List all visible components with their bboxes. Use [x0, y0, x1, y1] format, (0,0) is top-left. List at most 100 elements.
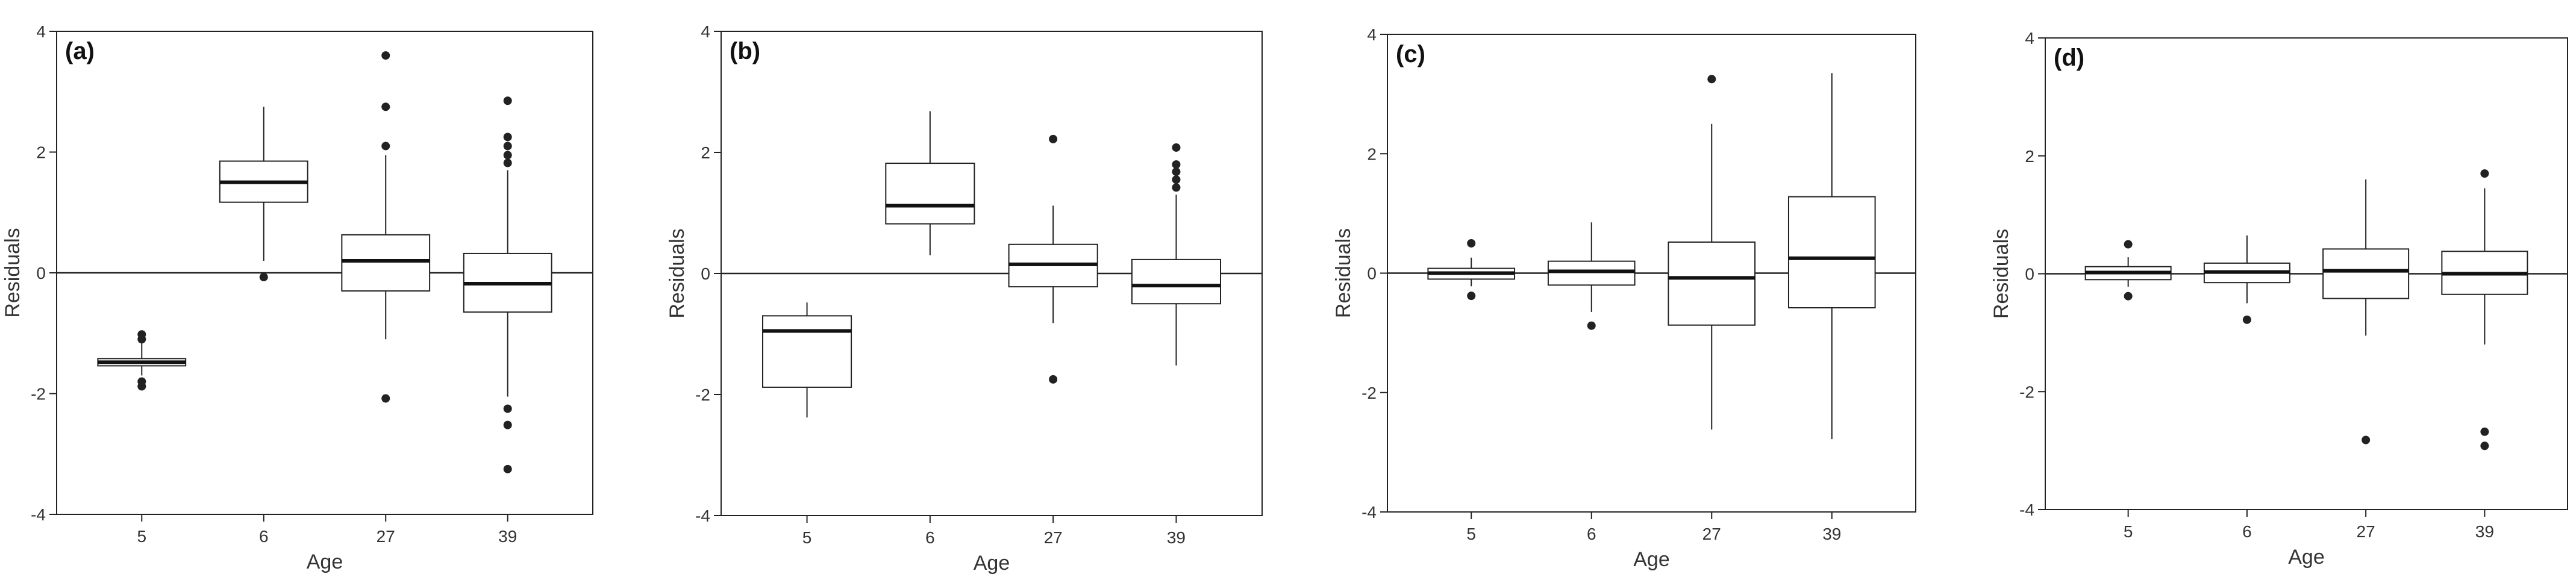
y-axis-title: Residuals [666, 228, 689, 318]
y-tick-label: -2 [2019, 382, 2034, 401]
outlier-point [1172, 183, 1181, 192]
outlier-point [503, 464, 512, 473]
x-tick-label: 39 [2475, 522, 2494, 541]
outlier-point [1172, 167, 1181, 176]
outlier-point [259, 273, 268, 282]
outlier-point [381, 102, 390, 111]
y-axis-title: Residuals [1990, 229, 2013, 319]
box-6 [1547, 222, 1636, 330]
y-tick-label: -2 [1361, 384, 1377, 402]
x-tick-label: 6 [259, 527, 269, 546]
box-39 [1131, 143, 1221, 366]
box-6 [885, 111, 975, 255]
y-tick-label: 0 [1367, 264, 1377, 283]
outlier-point [503, 133, 512, 142]
y-tick-label: 2 [36, 143, 46, 162]
box-27 [341, 51, 431, 403]
panel-4: -4 -2 0 2 4 5 6 27 39 Age Residuals (d) [1990, 29, 2568, 569]
iqr-box [2322, 248, 2410, 299]
y-tick-label: 4 [36, 22, 46, 41]
outlier-point [2480, 169, 2489, 178]
y-tick-label: -4 [1361, 503, 1377, 522]
panel-label: (b) [730, 38, 760, 64]
iqr-box [762, 315, 852, 388]
outlier-point [2124, 292, 2133, 301]
outlier-point [503, 158, 512, 167]
y-tick-label: -2 [31, 385, 46, 404]
outlier-point [381, 142, 390, 151]
outlier-point [503, 96, 512, 105]
outlier-point [1172, 160, 1181, 169]
box-5 [97, 330, 187, 391]
x-tick-label: 6 [1587, 525, 1596, 543]
outlier-point [2480, 427, 2489, 436]
outlier-point [2362, 435, 2371, 444]
box-39 [1787, 73, 1876, 440]
panel-label: (a) [65, 38, 95, 64]
panel-label: (d) [2054, 45, 2084, 71]
x-tick-label: 27 [1044, 528, 1063, 547]
y-axis-title: Residuals [1, 228, 24, 317]
box-6 [2203, 235, 2290, 324]
y-tick-label: 0 [701, 264, 710, 283]
outlier-point [137, 382, 146, 391]
outlier-point [381, 394, 390, 403]
outlier-point [503, 151, 512, 160]
x-tick-label: 27 [377, 527, 395, 546]
y-tick-label: 2 [1367, 145, 1377, 163]
outlier-point [1049, 375, 1058, 384]
y-tick-label: 4 [2025, 29, 2034, 48]
outlier-point [2124, 240, 2133, 249]
box-27 [2322, 179, 2410, 444]
box-27 [1668, 75, 1756, 430]
x-tick-label: 5 [1466, 525, 1476, 543]
y-tick-label: 2 [2025, 147, 2034, 166]
iqr-box [1131, 258, 1221, 305]
x-tick-label: 6 [2242, 522, 2252, 541]
box-5 [2084, 240, 2172, 301]
outlier-point [1467, 239, 1476, 248]
outlier-point [503, 404, 512, 413]
box-39 [2441, 169, 2528, 451]
outlier-point [503, 420, 512, 429]
iqr-box [1787, 196, 1876, 308]
outlier-point [2242, 315, 2251, 324]
box-27 [1008, 134, 1098, 384]
outlier-point [137, 335, 146, 344]
x-tick-label: 5 [2124, 522, 2133, 541]
x-axis-title: Age [2288, 546, 2325, 569]
box-5 [762, 302, 852, 418]
x-axis-title: Age [974, 552, 1010, 575]
outlier-point [1172, 175, 1181, 184]
iqr-box [1668, 241, 1756, 326]
x-tick-label: 39 [1167, 528, 1186, 547]
x-tick-label: 5 [802, 528, 812, 547]
y-tick-label: 4 [701, 22, 710, 41]
x-tick-label: 6 [925, 528, 935, 547]
y-tick-label: -4 [2019, 501, 2034, 519]
y-tick-label: -4 [31, 505, 46, 524]
x-tick-label: 39 [498, 527, 517, 546]
y-tick-label: -4 [695, 507, 710, 525]
panel-3: -4 -2 0 2 4 5 6 27 39 Age Residuals (c) [1332, 25, 1916, 571]
y-tick-label: 0 [2025, 265, 2034, 284]
box-6 [219, 107, 308, 282]
iqr-box [885, 163, 975, 225]
iqr-box [341, 234, 431, 292]
x-tick-label: 27 [1702, 525, 1721, 543]
box-5 [1427, 239, 1516, 301]
y-axis-title: Residuals [1332, 228, 1355, 318]
outlier-point [1467, 292, 1476, 301]
panel-2: -4 -2 0 2 4 5 6 27 39 Age Residuals (b) [666, 22, 1263, 575]
x-tick-label: 5 [137, 527, 146, 546]
y-tick-label: -2 [695, 385, 710, 404]
y-tick-label: 0 [36, 264, 46, 282]
panel-1: -4 -2 0 2 4 5 6 27 39 Age Residuals (a) [1, 22, 593, 573]
outlier-point [1049, 134, 1058, 143]
x-axis-title: Age [307, 550, 343, 573]
outlier-point [381, 51, 390, 60]
x-tick-label: 27 [2357, 522, 2375, 541]
outlier-point [1587, 321, 1596, 330]
outlier-point [2480, 441, 2489, 451]
